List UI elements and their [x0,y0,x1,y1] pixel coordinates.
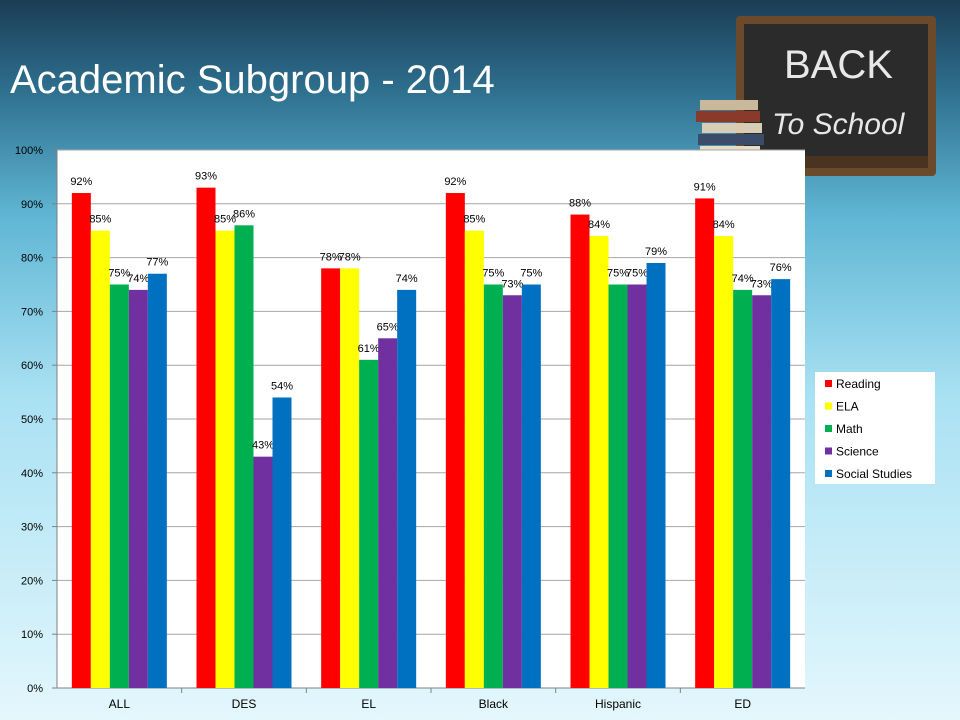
bar-ela [464,230,484,688]
data-label: 74% [396,273,418,285]
data-label: 75% [108,268,130,280]
bar-science [378,338,398,688]
x-tick-label: DES [232,697,257,711]
bar-ela [714,236,734,688]
bar-reading [71,193,91,689]
legend-label: Science [836,445,879,459]
y-tick-label: 50% [21,414,43,426]
bar-reading [570,214,590,688]
slide-title: Academic Subgroup - 2014 [10,58,495,102]
data-label: 78% [339,251,361,263]
x-tick-label: ALL [109,697,131,711]
data-label: 86% [233,208,255,220]
data-label: 84% [713,219,735,231]
legend-swatch [825,447,832,455]
bar-math [109,284,129,688]
legend-swatch [825,402,832,410]
data-label: 85% [463,214,485,226]
data-label: 85% [89,214,111,226]
data-label: 91% [694,181,716,193]
data-label: 88% [569,198,591,210]
data-label: 54% [271,380,293,392]
legend-swatch [825,380,832,387]
bar-ela [215,230,235,688]
bar-math [483,284,503,688]
y-tick-label: 40% [21,468,43,480]
data-label: 75% [607,268,629,280]
y-tick-label: 10% [21,629,43,641]
bar-ela [340,268,360,688]
x-tick-label: Black [479,697,509,711]
board-text-back: BACK [784,43,893,87]
y-tick-label: 90% [21,199,43,211]
bar-science [502,295,522,688]
chalkboard-image: BACK To School [736,16,936,176]
bar-math [234,225,254,688]
legend-label: Reading [836,377,881,391]
data-label: 61% [358,343,380,355]
legend-swatch [825,470,832,477]
data-label: 93% [195,171,217,183]
bar-ela [90,230,110,688]
y-tick-label: 80% [21,253,43,265]
data-label: 74% [127,273,149,285]
data-label: 75% [626,268,648,280]
legend-swatch [825,425,832,432]
y-tick-label: 0% [27,683,43,695]
bar-reading [695,198,715,689]
legend-label: Math [836,422,863,436]
y-tick-label: 60% [21,360,43,372]
data-label: 79% [645,246,667,258]
data-label: 75% [520,268,542,280]
bar-science [253,456,273,688]
bar-social-studies [397,289,417,688]
bar-reading [445,193,465,689]
bar-math [359,359,379,688]
data-label: 77% [146,257,168,269]
data-label: 92% [444,176,466,188]
bar-social-studies [147,273,167,688]
bar-social-studies [646,262,666,688]
bar-ela [589,236,609,688]
bar-science [128,289,148,688]
legend-label: Social Studies [836,467,912,481]
y-tick-label: 100% [15,145,43,157]
bar-science [752,295,772,688]
data-label: 73% [501,278,523,290]
data-label: 74% [732,273,754,285]
bar-math [608,284,628,688]
bar-reading [196,187,216,688]
y-tick-label: 20% [21,575,43,587]
y-tick-label: 30% [21,522,43,534]
data-label: 78% [320,251,342,263]
data-label: 76% [770,262,792,274]
data-label: 84% [588,219,610,231]
x-tick-label: ED [734,697,751,711]
board-text-school: To School [772,108,906,141]
bar-science [627,284,647,688]
data-label: 73% [751,278,773,290]
bar-reading [321,268,341,688]
data-label: 65% [377,321,399,333]
bar-social-studies [272,397,292,688]
y-tick-label: 70% [21,306,43,318]
legend-label: ELA [836,400,859,414]
x-tick-label: EL [361,697,376,711]
data-label: 92% [70,176,92,188]
legend [815,372,935,484]
data-label: 85% [214,214,236,226]
data-label: 75% [482,268,504,280]
data-label: 43% [252,440,274,452]
bar-social-studies [521,284,541,688]
x-tick-label: Hispanic [595,697,641,711]
bar-social-studies [771,279,791,688]
bar-math [733,289,753,688]
